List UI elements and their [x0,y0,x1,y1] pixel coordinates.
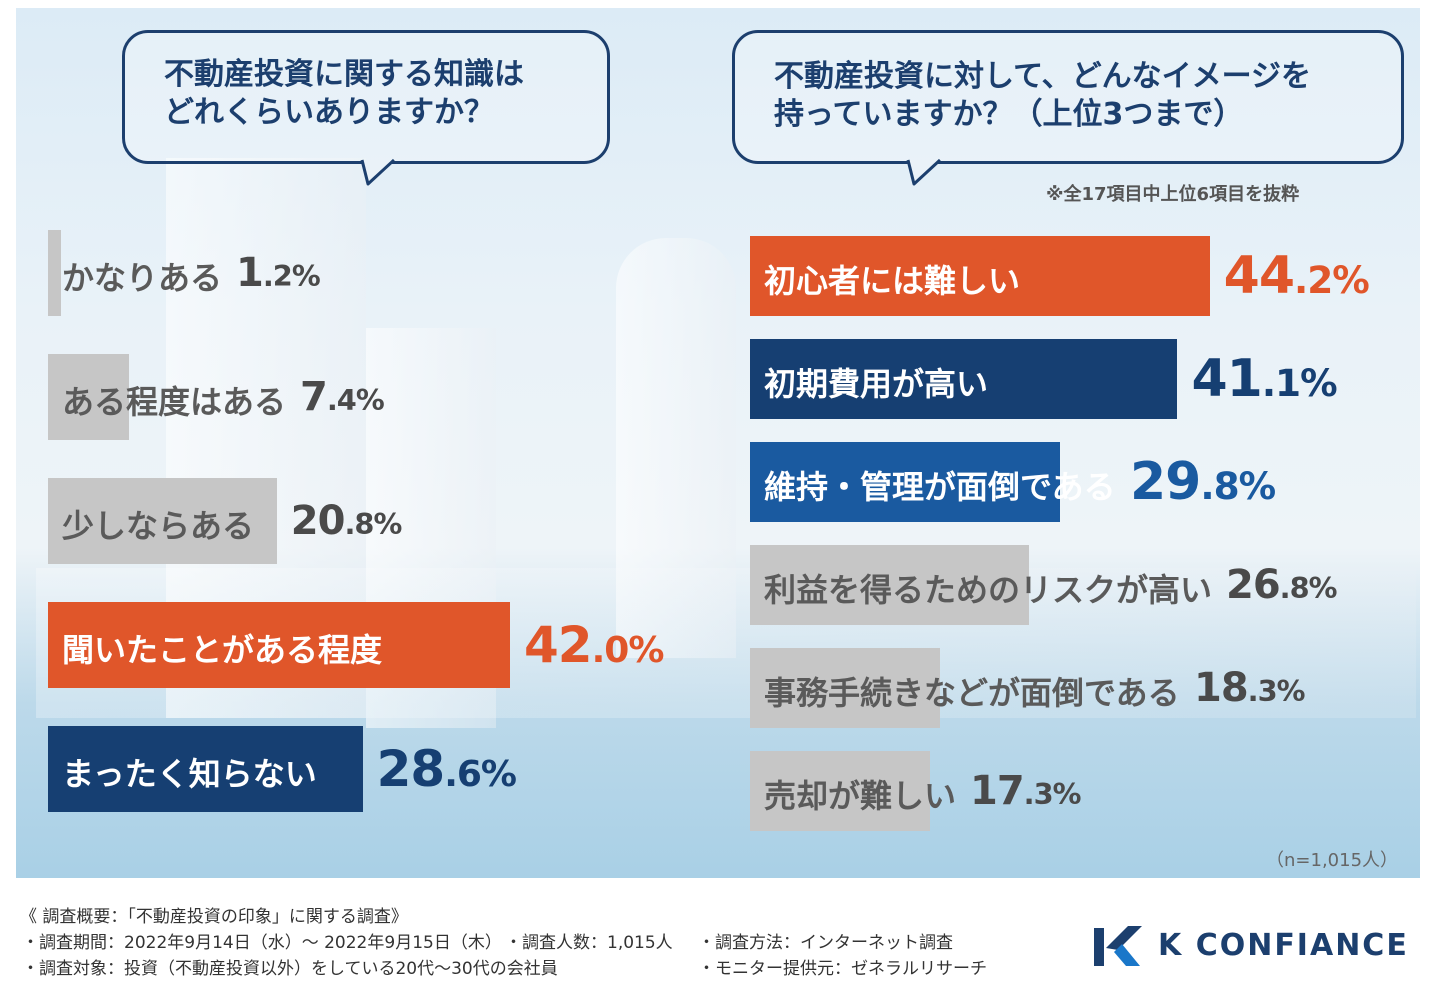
bar-value: 28.6% [376,740,517,799]
bar [48,602,510,688]
bar-label: ある程度はある [62,383,287,421]
bar-value: 7.4% [300,374,385,420]
bar [48,354,130,440]
value-integer: 1 [236,250,264,296]
value-decimal: .3% [1023,777,1082,811]
bar-label: 初心者には難しい [764,262,1021,300]
survey-target: ・調査対象：投資（不動産投資以外）をしている20代～30代の会社員 [22,959,558,979]
left-bubble-tail-icon [360,158,396,186]
value-decimal: .8% [1279,571,1338,605]
right-question-text: 不動産投資に対して、どんなイメージを 持っていますか？（上位3つまで） [774,59,1311,132]
value-integer: 20 [290,498,346,544]
bar [750,545,1029,625]
value-integer: 44 [1223,246,1295,307]
bar-value: 42.0% [524,616,665,675]
chart-panel: 不動産投資に関する知識は どれくらいありますか？ 不動産投資に対して、どんなイメ… [16,8,1420,878]
value-decimal: .2% [1294,258,1370,303]
k-logo-icon [1094,926,1142,966]
value-decimal: .1% [1261,361,1338,406]
value-decimal: .0% [591,630,665,672]
bar-label: 売却が難しい [764,777,957,815]
value-decimal: .6% [444,754,517,796]
survey-provider: ・モニター提供元：ゼネラルリサーチ [698,959,987,979]
bar-value: 18.3% [1194,665,1306,711]
right-question-bubble [732,30,1404,164]
logo-text: K CONFIANCE [1158,928,1409,963]
value-integer: 29 [1130,452,1201,513]
value-integer: 17 [970,768,1025,814]
value-decimal: .8% [1200,464,1276,509]
left-question-bubble [122,30,610,164]
bar-value: 17.3% [970,768,1082,814]
bar-value: 29.8% [1130,452,1276,513]
survey-title: 《 調査概要：「不動産投資の印象」に関する調査》 [20,907,408,927]
bar [750,442,1060,522]
bar [750,751,930,831]
bar-value: 44.2% [1223,246,1370,307]
bar-label: 初期費用が高い [764,365,989,403]
bar-label: かなりある [62,259,223,297]
left-question-text: 不動産投資に関する知識は どれくらいありますか？ [164,57,524,130]
bar-value: 1.2% [236,250,321,296]
value-integer: 41 [1191,349,1262,410]
value-integer: 7 [300,374,328,420]
right-bubble-tail-icon [906,158,942,186]
bar [750,236,1210,316]
bar [48,726,363,812]
sample-size: （n=1,015人） [1266,850,1399,871]
bar [48,230,62,316]
bar-value: 26.8% [1226,562,1338,608]
bar-label: 維持・管理が面倒である [764,468,1116,506]
bar-value: 41.1% [1191,349,1338,410]
survey-footer: 《 調査概要：「不動産投資の印象」に関する調査》 ・調査期間：2022年9月14… [0,890,1440,996]
bar-label: まったく知らない [62,755,317,793]
value-decimal: .4% [326,383,385,417]
bar-value: 20.8% [290,498,403,544]
value-integer: 28 [376,740,446,799]
value-decimal: .8% [344,507,402,541]
value-integer: 26 [1226,562,1281,608]
bar-label: 事務手続きなどが面倒である [764,674,1180,712]
value-decimal: .3% [1247,674,1306,708]
bar-label: 少しならある [62,507,255,545]
survey-method: ・調査方法：インターネット調査 [698,933,953,953]
survey-period: ・調査期間：2022年9月14日（水）～ 2022年9月15日（木） [22,933,502,953]
value-decimal: .2% [262,259,321,293]
bar-label: 利益を得るためのリスクが高い [764,571,1213,609]
bar-label: 聞いたことがある程度 [62,631,383,669]
value-integer: 42 [524,616,593,675]
bar [750,339,1178,419]
bar [750,648,941,728]
right-chart-note: ※全17項目中上位6項目を抜粋 [1046,184,1300,205]
survey-count: ・調査人数：1,015人 [505,933,673,953]
bar [48,478,277,564]
background-building [616,238,736,658]
company-logo: K CONFIANCE [1090,922,1420,972]
value-integer: 18 [1194,665,1249,711]
